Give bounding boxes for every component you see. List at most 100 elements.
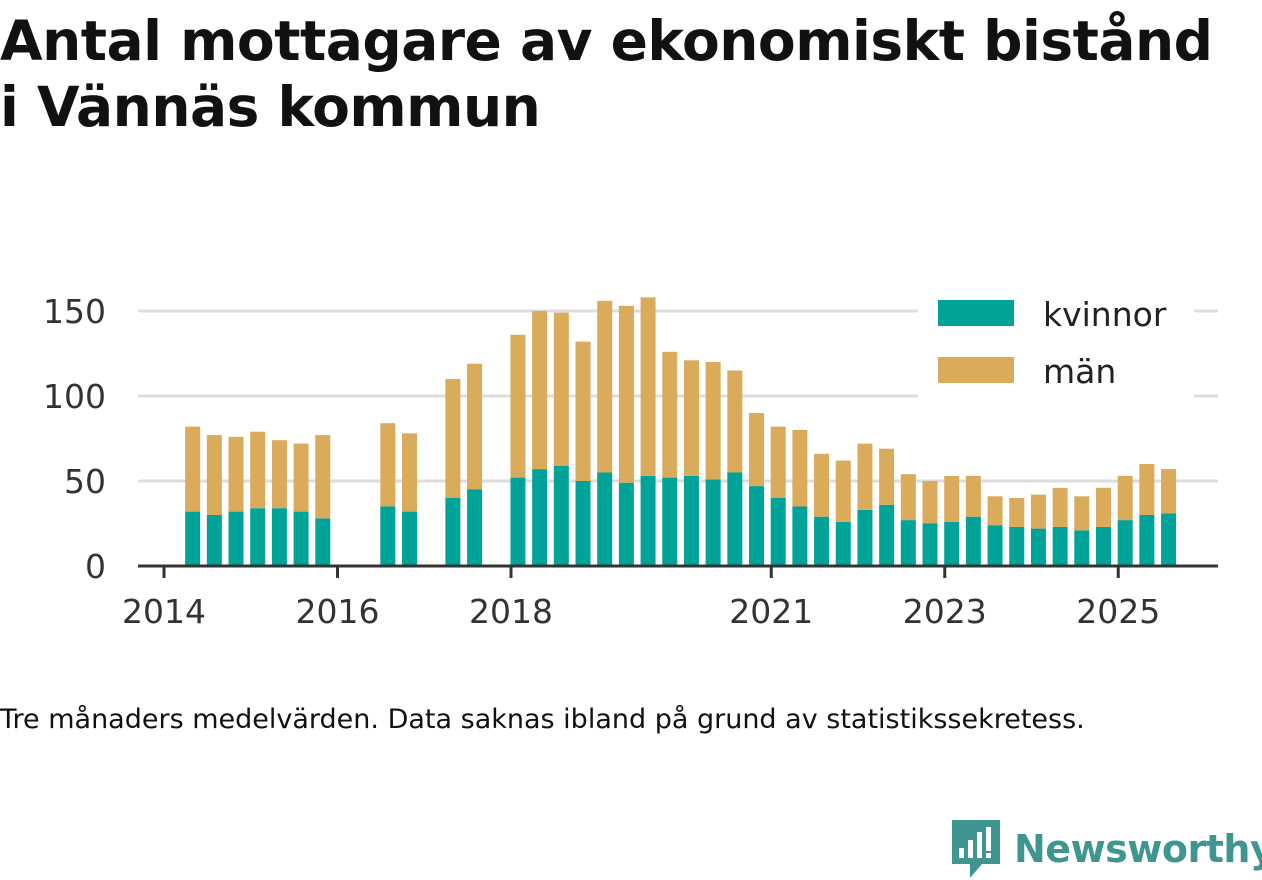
bar-man	[640, 297, 656, 476]
bar-man	[944, 475, 960, 522]
bar-kvinnor	[250, 508, 266, 566]
bar-kvinnor	[727, 472, 743, 566]
x-tick-label: 2018	[469, 592, 553, 631]
brand-name: Newsworthy	[1014, 827, 1262, 871]
x-tick-label: 2016	[296, 592, 380, 631]
y-tick-label: 0	[85, 547, 106, 586]
bar-kvinnor	[402, 511, 418, 566]
bar-kvinnor	[749, 486, 765, 566]
bar-kvinnor	[1074, 530, 1090, 566]
brand-logo: Newsworthy	[950, 818, 1262, 880]
bar-man	[575, 341, 591, 481]
bar-man	[683, 360, 699, 476]
bar-man	[879, 448, 895, 505]
bar-kvinnor	[705, 479, 721, 566]
bar-man	[1117, 475, 1133, 521]
bar-kvinnor	[510, 477, 526, 566]
bar-man	[532, 311, 548, 470]
bar-kvinnor	[445, 498, 461, 566]
bar-man	[402, 433, 418, 512]
bar-man	[206, 435, 222, 515]
bar-man	[922, 481, 938, 524]
y-tick-label: 150	[43, 292, 106, 331]
bar-kvinnor	[944, 521, 960, 566]
bar-man	[965, 475, 981, 517]
bar-man	[1009, 498, 1025, 527]
bar-kvinnor	[618, 482, 634, 566]
chart-title-line-1: Antal mottagare av ekonomiskt bistånd	[0, 9, 1213, 73]
bar-kvinnor	[532, 469, 548, 566]
bar-man	[987, 496, 1003, 526]
bar-kvinnor	[271, 508, 287, 566]
bar-kvinnor	[1095, 526, 1111, 566]
y-tick-label: 50	[64, 462, 106, 501]
bar-man	[705, 362, 721, 480]
bar-kvinnor	[467, 489, 483, 566]
bar-man	[1030, 494, 1046, 529]
bar-kvinnor	[922, 523, 938, 566]
legend: kvinnor män	[918, 294, 1194, 400]
bar-kvinnor	[1117, 520, 1133, 566]
bar-man	[1161, 469, 1177, 514]
bar-man	[857, 443, 873, 510]
bar-kvinnor	[206, 515, 222, 566]
bar-kvinnor	[640, 475, 656, 566]
bar-kvinnor	[683, 475, 699, 566]
bar-kvinnor	[315, 518, 331, 566]
bar-man	[250, 431, 266, 509]
bar-man	[293, 443, 309, 512]
bar-man	[1139, 464, 1155, 515]
bar-man	[618, 305, 634, 483]
bar-kvinnor	[185, 511, 201, 566]
bar-man	[467, 363, 483, 490]
legend-label-man: män	[1043, 352, 1116, 391]
bar-kvinnor	[380, 506, 396, 566]
bar-man	[662, 351, 678, 478]
bar-kvinnor	[575, 481, 591, 566]
bar-man	[1074, 496, 1090, 531]
bar-man	[380, 423, 396, 507]
bar-man	[770, 426, 786, 498]
bar-man	[900, 474, 916, 521]
bar-kvinnor	[1161, 513, 1177, 566]
bar-kvinnor	[857, 509, 873, 566]
bar-kvinnor	[293, 511, 309, 566]
bar-kvinnor	[1009, 526, 1025, 566]
bar-man	[727, 370, 743, 473]
x-axis: 2014 2016 2018 2021 2023 2025	[122, 564, 1218, 631]
bar-kvinnor	[553, 465, 569, 566]
bar-man	[445, 379, 461, 498]
y-tick-label: 100	[43, 377, 106, 416]
bar-kvinnor	[835, 521, 851, 566]
x-tick-label: 2021	[729, 592, 813, 631]
legend-label-kvinnor: kvinnor	[1043, 295, 1167, 334]
bar-man	[597, 300, 613, 473]
bar-kvinnor	[900, 520, 916, 566]
bar-man	[553, 312, 569, 466]
bar-man	[1095, 487, 1111, 527]
bar-kvinnor	[965, 516, 981, 566]
bar-man	[792, 430, 808, 507]
bar-man	[185, 426, 201, 512]
bar-kvinnor	[597, 472, 613, 566]
newsworthy-logo-icon	[952, 820, 1000, 878]
bar-kvinnor	[1052, 526, 1068, 566]
x-tick-label: 2023	[903, 592, 987, 631]
bar-kvinnor	[879, 504, 895, 566]
bar-kvinnor	[662, 477, 678, 566]
bar-man	[749, 413, 765, 487]
bar-kvinnor	[228, 511, 244, 566]
legend-swatch-kvinnor	[938, 300, 1014, 326]
x-tick-label: 2014	[122, 592, 206, 631]
bar-kvinnor	[792, 506, 808, 566]
bar-man	[814, 453, 830, 517]
stacked-bar-chart: 0 50 100 150 2014 2016 2018 2021 2023 2025 kvinn…	[43, 292, 1218, 631]
bar-man	[1052, 487, 1068, 527]
bar-kvinnor	[1139, 515, 1155, 566]
y-axis: 0 50 100 150	[43, 292, 106, 586]
chart-title: Antal mottagare av ekonomiskt bistånd i …	[0, 8, 1262, 140]
bar-man	[228, 436, 244, 512]
chart-footnote: Tre månaders medelvärden. Data saknas ib…	[0, 704, 1085, 735]
x-tick-label: 2025	[1076, 592, 1160, 631]
bar-kvinnor	[987, 525, 1003, 566]
